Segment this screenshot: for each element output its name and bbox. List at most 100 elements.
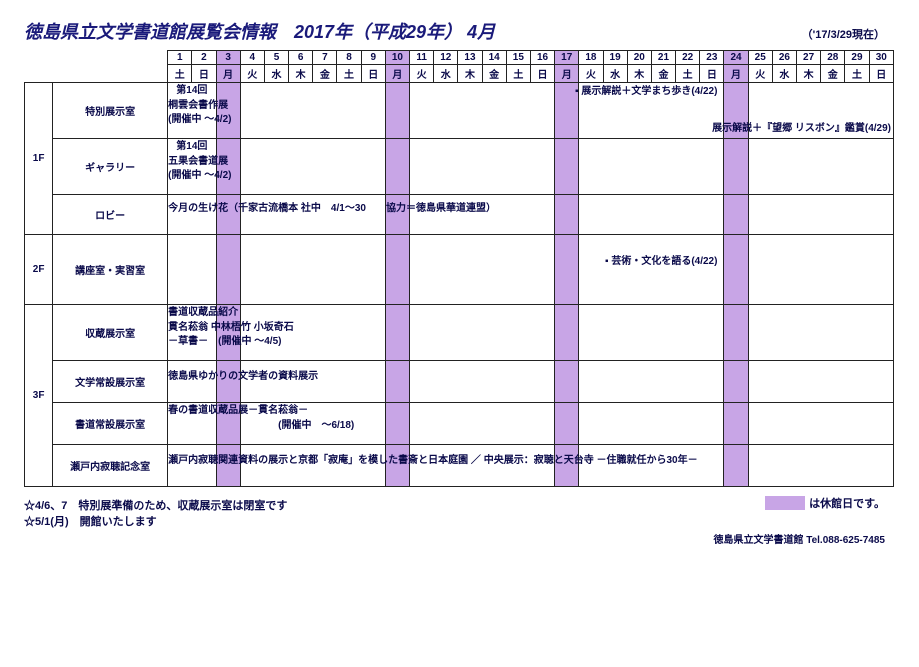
- exhibition-cell: [240, 445, 385, 487]
- exhibition-cell: [748, 403, 893, 445]
- exhibition-cell: 第14回桐雲会書作展(開催中 ～4/2): [168, 83, 216, 139]
- closed-day: [724, 305, 748, 361]
- closed-day: [724, 361, 748, 403]
- day-number: 22: [676, 51, 700, 65]
- page-title: 徳島県立文学書道館展覧会情報 2017年（平成29年） 4月: [24, 18, 495, 44]
- day-number: 21: [651, 51, 675, 65]
- exhibition-cell: [579, 195, 724, 235]
- weekday-label: 火: [240, 65, 264, 83]
- closed-day: [555, 235, 579, 305]
- closed-day: [385, 235, 409, 305]
- exhibition-cell: [579, 361, 724, 403]
- weekday-label: 月: [216, 65, 240, 83]
- closed-day: [385, 195, 409, 235]
- day-number: 19: [603, 51, 627, 65]
- closed-day: [724, 403, 748, 445]
- exhibition-cell: [748, 195, 893, 235]
- weekday-label: 水: [603, 65, 627, 83]
- day-number: 6: [289, 51, 313, 65]
- day-number: 17: [555, 51, 579, 65]
- weekday-label: 日: [869, 65, 893, 83]
- room-label: 書道常設展示室: [53, 403, 168, 445]
- day-number: 15: [506, 51, 530, 65]
- day-number: 14: [482, 51, 506, 65]
- day-number: 1: [168, 51, 192, 65]
- exhibition-cell: [410, 83, 555, 139]
- footer-note-2: ☆5/1(月) 開館いたします: [24, 513, 895, 529]
- day-number: 3: [216, 51, 240, 65]
- day-number: 23: [700, 51, 724, 65]
- weekday-label: 木: [627, 65, 651, 83]
- weekday-label: 水: [264, 65, 288, 83]
- exhibition-cell: [748, 235, 893, 305]
- closed-day: [385, 139, 409, 195]
- exhibition-cell: [579, 305, 724, 361]
- closed-day: [385, 83, 409, 139]
- exhibition-cell: [748, 305, 893, 361]
- exhibition-cell: [748, 445, 893, 487]
- day-number: 4: [240, 51, 264, 65]
- exhibition-cell: [240, 235, 385, 305]
- closed-day: [724, 195, 748, 235]
- exhibition-cell: 展示解説＋文学まち歩き(4/22): [579, 83, 724, 139]
- exhibition-cell: [240, 305, 385, 361]
- closed-day: [724, 445, 748, 487]
- weekday-label: 金: [821, 65, 845, 83]
- legend-label: は休館日です。: [809, 495, 885, 511]
- weekday-label: 木: [797, 65, 821, 83]
- weekday-label: 木: [289, 65, 313, 83]
- room-label: ギャラリー: [53, 139, 168, 195]
- exhibition-cell: [240, 361, 385, 403]
- day-number: 29: [845, 51, 869, 65]
- weekday-label: 金: [313, 65, 337, 83]
- weekday-label: 水: [434, 65, 458, 83]
- weekday-label: 火: [579, 65, 603, 83]
- day-number: 16: [530, 51, 554, 65]
- exhibition-cell: [410, 445, 555, 487]
- weekday-label: 月: [555, 65, 579, 83]
- weekday-label: 金: [482, 65, 506, 83]
- exhibition-cell: 徳島県ゆかりの文学者の資料展示: [168, 361, 216, 403]
- weekday-label: 日: [192, 65, 216, 83]
- closed-day: [385, 305, 409, 361]
- room-label: ロビー: [53, 195, 168, 235]
- weekday-label: 火: [748, 65, 772, 83]
- day-number: 20: [627, 51, 651, 65]
- closed-day: [216, 195, 240, 235]
- day-number: 27: [797, 51, 821, 65]
- exhibition-cell: 瀬戸内寂聴関連資料の展示と京都「寂庵」を模した書斎と日本庭園 ／ 中央展示：寂聴…: [168, 445, 216, 487]
- exhibition-cell: [410, 195, 555, 235]
- day-number: 9: [361, 51, 385, 65]
- day-number: 25: [748, 51, 772, 65]
- contact: 徳島県立文学書道館 Tel.088-625-7485: [24, 531, 885, 546]
- day-number: 26: [772, 51, 796, 65]
- exhibition-cell: [240, 195, 385, 235]
- exhibition-cell: 第14回五果会書道展(開催中 ～4/2): [168, 139, 216, 195]
- exhibition-cell: [240, 83, 385, 139]
- room-label: 文学常設展示室: [53, 361, 168, 403]
- exhibition-cell: [240, 139, 385, 195]
- exhibition-cell: [410, 139, 555, 195]
- weekday-label: 土: [676, 65, 700, 83]
- exhibition-cell: [168, 235, 216, 305]
- exhibition-cell: [748, 139, 893, 195]
- exhibition-cell: [240, 403, 385, 445]
- day-number: 24: [724, 51, 748, 65]
- closed-day: [724, 235, 748, 305]
- weekday-label: 木: [458, 65, 482, 83]
- day-number: 13: [458, 51, 482, 65]
- weekday-label: 月: [385, 65, 409, 83]
- closed-day: [555, 305, 579, 361]
- weekday-label: 日: [530, 65, 554, 83]
- weekday-label: 月: [724, 65, 748, 83]
- exhibition-cell: [579, 445, 724, 487]
- weekday-label: 土: [337, 65, 361, 83]
- day-number: 28: [821, 51, 845, 65]
- closed-day: [555, 195, 579, 235]
- exhibition-cell: [410, 235, 555, 305]
- weekday-label: 土: [506, 65, 530, 83]
- weekday-label: 火: [410, 65, 434, 83]
- exhibition-cell: [410, 361, 555, 403]
- day-number: 2: [192, 51, 216, 65]
- weekday-label: 日: [361, 65, 385, 83]
